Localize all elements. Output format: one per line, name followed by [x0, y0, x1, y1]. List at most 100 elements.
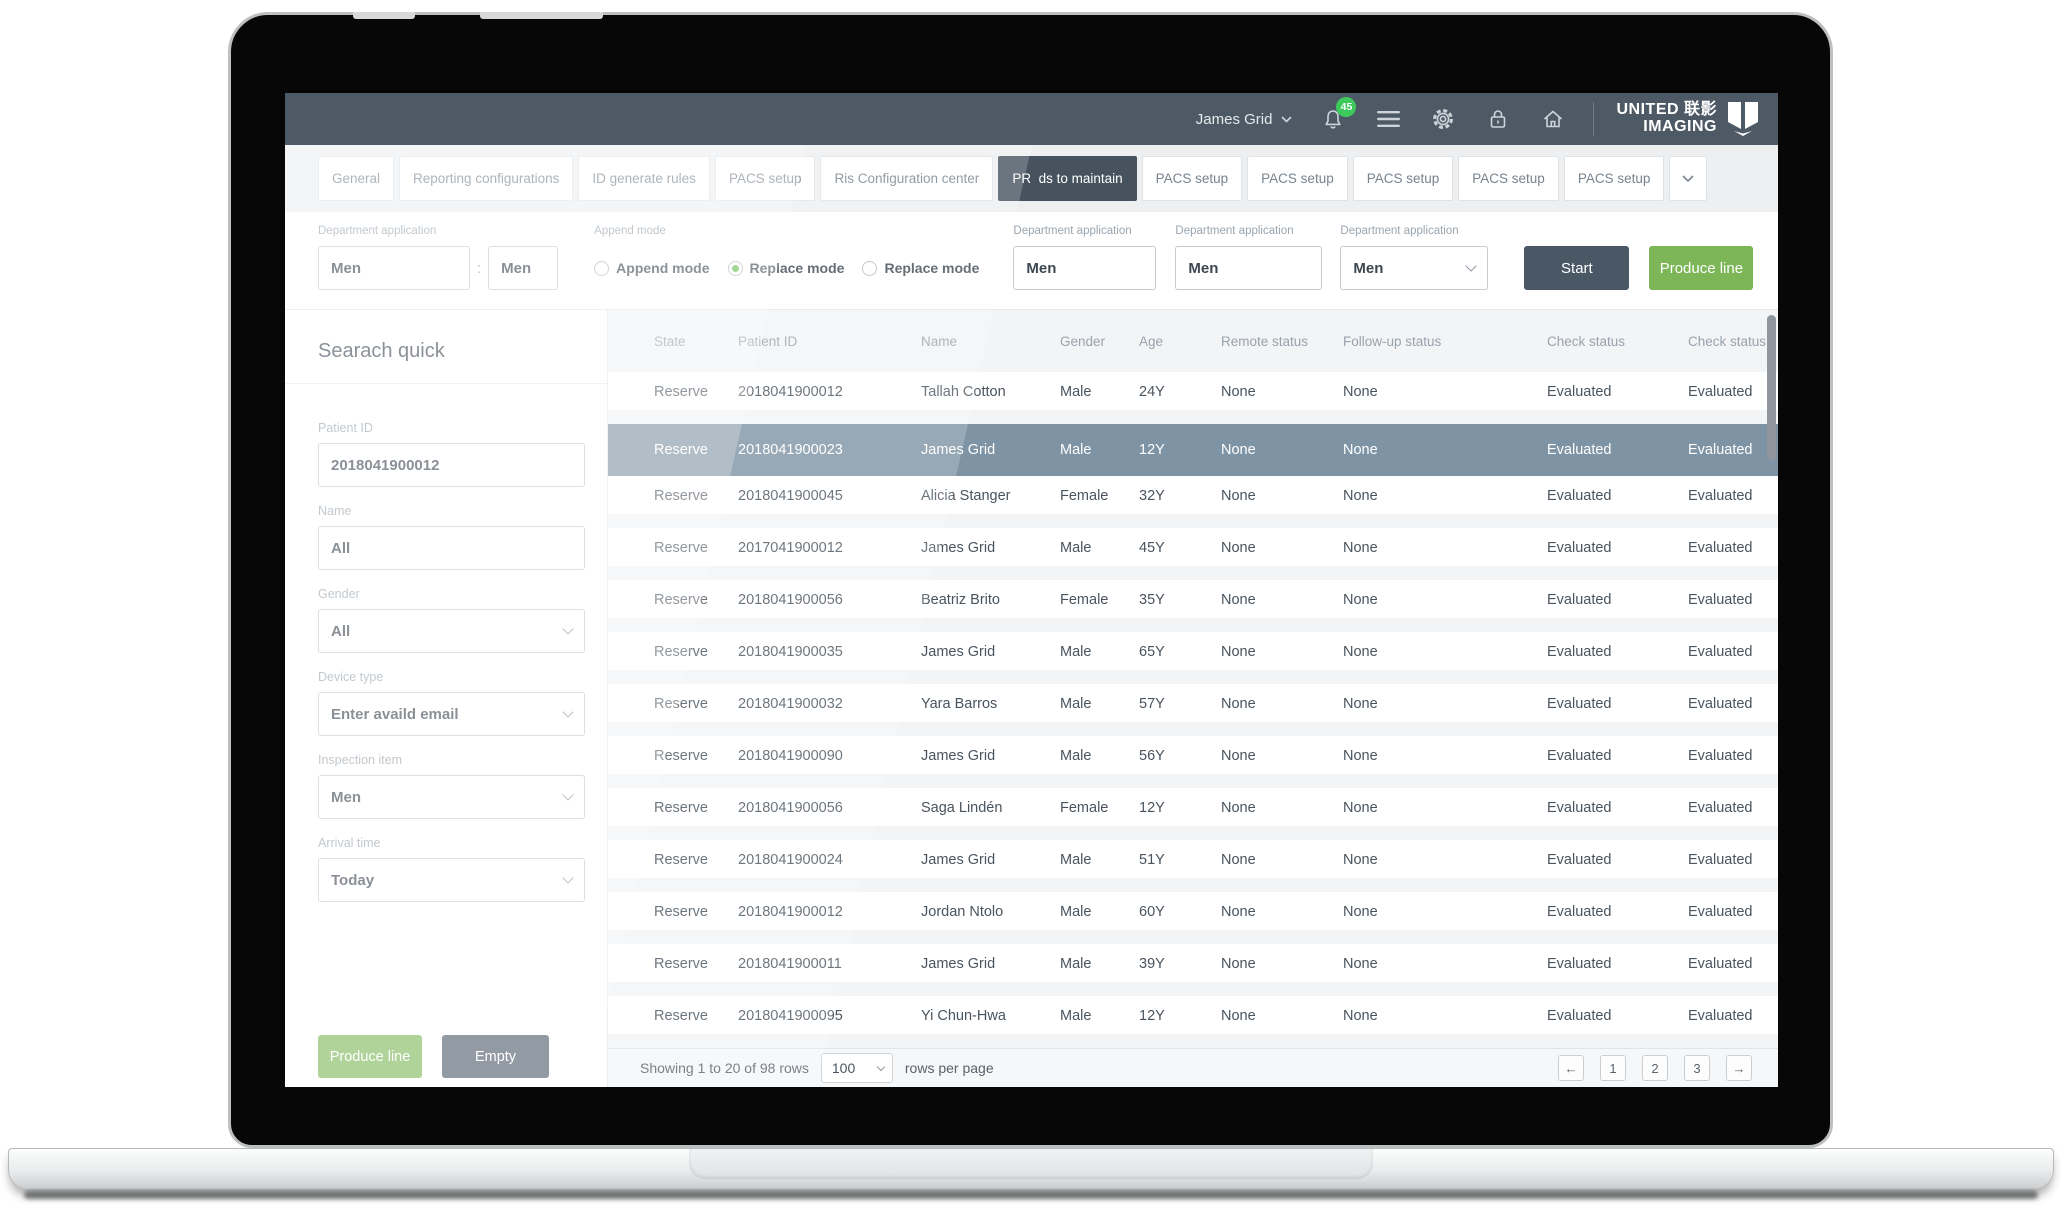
tab-general[interactable]: General [318, 156, 395, 201]
table-row[interactable]: Reserve 2018041900012 Tallah Cotton Male 24Y… [608, 372, 1778, 424]
table-cell: Evaluated [1547, 644, 1612, 660]
table-row[interactable]: Reserve 2018041900011 James Grid Male 39Y Non… [608, 944, 1778, 996]
table-cell: Evaluated [1547, 904, 1612, 920]
table-cell: James Grid [921, 748, 996, 764]
table-scrollbar[interactable] [1767, 315, 1776, 460]
table-cell: None [1221, 1008, 1256, 1024]
menu-button[interactable] [1374, 105, 1402, 133]
table-cell: None [1343, 748, 1378, 764]
table-cell: Evaluated [1688, 904, 1753, 920]
tab-reporting-configurations[interactable]: Reporting configurations [399, 156, 574, 201]
page-size-select[interactable]: 100 [820, 1053, 893, 1083]
table-cell: Evaluated [1688, 696, 1753, 712]
column-header-state: State [654, 333, 686, 349]
header-divider [1593, 102, 1595, 136]
table-cell: 2018041900011 [738, 956, 842, 972]
page-button-3[interactable]: 3 [1684, 1055, 1710, 1081]
table-cell: 2018041900045 [738, 488, 843, 504]
patient-id-input[interactable]: 2018041900012 [318, 443, 585, 487]
radio-replace-mode[interactable]: Replace mode [727, 260, 845, 276]
produce-line-button[interactable]: Produce line [1649, 246, 1754, 290]
sidebar-title: Searach quick [318, 340, 445, 362]
hamburger-icon [1376, 111, 1400, 127]
table-row[interactable]: Reserve 2018041900024 James Grid Male 51Y Non… [608, 840, 1778, 892]
radio-circle-icon[interactable] [862, 260, 878, 276]
prev-page-button[interactable]: ← [1558, 1055, 1584, 1081]
sidebar-produce-line-button[interactable]: Produce line [318, 1035, 422, 1078]
table-cell: James Grid [921, 442, 996, 458]
radio-replace-mode[interactable]: Replace mode [862, 260, 979, 276]
tab-pacs-setup[interactable]: PACS setup [1352, 156, 1454, 201]
department-application-input-2[interactable]: Men [488, 246, 559, 290]
start-button[interactable]: Start [1524, 246, 1630, 290]
field-label: Patient ID [318, 421, 373, 435]
radio-circle-icon[interactable] [594, 260, 610, 276]
next-page-button[interactable]: → [1726, 1055, 1752, 1081]
laptop-base-notch [689, 1149, 1373, 1179]
chevron-down-icon [1281, 115, 1293, 123]
name-input[interactable]: All [318, 526, 585, 570]
brand-line1: UNITED 联影 [1616, 101, 1717, 119]
table-row[interactable]: Reserve 2018041900023 James Grid Male 12Y Non… [608, 424, 1778, 476]
tab-pacs-setup[interactable]: PACS setup [714, 156, 816, 201]
home-button[interactable] [1539, 105, 1567, 133]
table-row[interactable]: Reserve 2018041900056 Saga Lindén Female 12Y… [608, 788, 1778, 840]
tabs-overflow-button[interactable] [1669, 156, 1708, 201]
department-application-input-4[interactable]: Men [1175, 246, 1323, 290]
table-row[interactable]: Reserve 2018041900032 Yara Barros Male 57Y No… [608, 684, 1778, 736]
radio-circle-icon[interactable] [727, 260, 743, 276]
table-cell: None [1221, 696, 1256, 712]
table-row[interactable]: Reserve 2018041900095 Yi Chun-Hwa Male 12Y No… [608, 996, 1778, 1048]
table-cell: None [1221, 644, 1256, 660]
radio-label: Replace mode [749, 260, 845, 276]
laptop-base [8, 1148, 2054, 1190]
inspection-item-select[interactable]: Men [318, 775, 585, 819]
radio-append-mode[interactable]: Append mode [594, 260, 710, 276]
lock-icon [1491, 110, 1506, 128]
table-row[interactable]: Reserve 2018041900035 James Grid Male 65Y Non… [608, 632, 1778, 684]
table-cell: Reserve [654, 1008, 708, 1024]
table-cell: Evaluated [1688, 384, 1753, 400]
page-button-1[interactable]: 1 [1600, 1055, 1626, 1081]
department-application-select[interactable]: Men [1340, 246, 1489, 290]
tab-pacs-setup[interactable]: PACS setup [1247, 156, 1348, 201]
tab-pacs-setup[interactable]: PACS setup [1563, 156, 1665, 201]
user-menu[interactable]: James Grid [1196, 111, 1293, 128]
table-row[interactable]: Reserve 2018041900056 Beatriz Brito Female 3… [608, 580, 1778, 632]
tabs: General Reporting configurations ID genera… [318, 156, 1669, 201]
table-row[interactable]: Reserve 2018041900012 Jordan Ntolo Male 60Y N… [608, 892, 1778, 944]
device-type-select[interactable]: Enter availd email [318, 692, 585, 736]
tab-id-generate-rules[interactable]: ID generate rules [578, 156, 710, 201]
table-row[interactable]: Reserve 2017041900012 James Grid Male 45Y Non… [608, 528, 1778, 580]
table-cell: 32Y [1139, 488, 1165, 504]
tab-ris-configuration-center[interactable]: Ris Configuration center [820, 156, 994, 201]
table-cell: 51Y [1139, 852, 1165, 868]
tab-pr-ds-to-maintain[interactable]: PR ds to maintain [998, 156, 1137, 201]
filter-label: Department application [1340, 225, 1459, 237]
table-cell: Male [1060, 904, 1092, 920]
tab-strip: General Reporting configurations ID genera… [285, 145, 1778, 212]
department-application-input-1[interactable]: Men [318, 246, 470, 290]
settings-button[interactable] [1429, 105, 1457, 133]
tab-pacs-setup[interactable]: PACS setup [1458, 156, 1559, 201]
page-button-2[interactable]: 2 [1642, 1055, 1668, 1081]
department-application-input-3[interactable]: Men [1013, 246, 1157, 290]
notifications-button[interactable]: 45 [1319, 97, 1357, 133]
field-label: Device type [318, 670, 384, 684]
table-cell: James Grid [921, 644, 996, 660]
arrival-time-select[interactable]: Today [318, 858, 585, 902]
table-cell: Evaluated [1688, 644, 1753, 660]
sidebar-field-name: Name All [318, 504, 585, 570]
table-cell: Reserve [654, 384, 708, 400]
sidebar-field-arrival-time: Arrival time Today [318, 836, 585, 902]
tab-pacs-setup[interactable]: PACS setup [1141, 156, 1243, 201]
sidebar-empty-button[interactable]: Empty [442, 1035, 549, 1078]
table-cell: Evaluated [1547, 592, 1612, 608]
table-cell: Reserve [654, 592, 708, 608]
table-row[interactable]: Reserve 2018041900090 James Grid Male 56Y Non… [608, 736, 1778, 788]
gender-select[interactable]: All [318, 609, 585, 653]
table-cell: James Grid [921, 956, 996, 972]
lock-button[interactable] [1484, 105, 1512, 133]
table-row[interactable]: Reserve 2018041900045 Alicia Stanger Female… [608, 476, 1778, 528]
